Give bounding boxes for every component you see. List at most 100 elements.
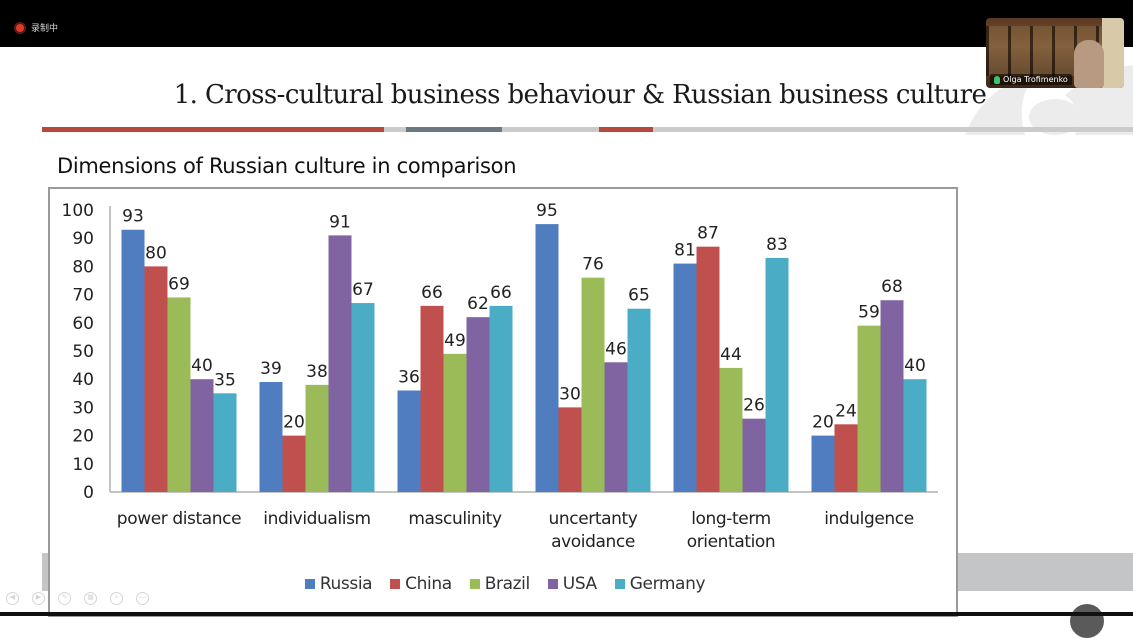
data-label: 62 xyxy=(467,294,489,314)
bar-china xyxy=(144,266,168,492)
legend-label: Russia xyxy=(319,574,373,594)
more-icon[interactable]: — xyxy=(136,592,149,605)
x-tick-label: orientation xyxy=(687,532,776,552)
y-tick-label: 10 xyxy=(72,455,94,475)
bar-usa xyxy=(328,235,352,492)
participant-name: Olga Trofimenko xyxy=(1003,75,1068,84)
corner-button[interactable] xyxy=(1070,604,1104,638)
bar-germany xyxy=(213,393,237,492)
bar-usa xyxy=(880,300,904,492)
bar-china xyxy=(558,407,582,492)
data-label: 20 xyxy=(283,413,305,433)
title-rule-grey xyxy=(653,127,1133,132)
participant-video[interactable]: Olga Trofimenko xyxy=(986,18,1124,88)
legend-swatch xyxy=(614,579,625,589)
participant-figure xyxy=(1074,40,1104,88)
bar-germany xyxy=(351,303,375,492)
y-tick-label: 100 xyxy=(62,201,94,221)
data-label: 59 xyxy=(858,303,880,323)
prev-icon[interactable]: ◀ xyxy=(6,592,19,605)
legend-item: Germany xyxy=(614,574,706,594)
bar-russia xyxy=(121,229,145,493)
bar-germany xyxy=(765,257,789,492)
pen-icon[interactable]: ✎ xyxy=(58,592,71,605)
bar-russia xyxy=(259,382,283,492)
recording-label: 录制中 xyxy=(31,24,59,34)
data-label: 24 xyxy=(835,401,857,421)
bar-usa xyxy=(604,362,628,492)
title-rule-grey xyxy=(502,127,599,132)
x-tick-label: individualism xyxy=(263,509,370,529)
bar-usa xyxy=(742,418,766,492)
data-label: 87 xyxy=(697,224,719,244)
bar-brazil xyxy=(167,297,191,492)
bar-brazil xyxy=(305,384,329,492)
legend-item: USA xyxy=(547,574,597,594)
bar-germany xyxy=(903,379,927,492)
title-rule-slate xyxy=(406,127,502,132)
data-label: 93 xyxy=(122,207,144,227)
y-tick-label: 50 xyxy=(72,342,94,362)
bar-china xyxy=(282,435,306,492)
data-label: 20 xyxy=(812,413,834,433)
data-label: 66 xyxy=(490,283,512,303)
legend-label: Brazil xyxy=(484,574,530,594)
data-label: 65 xyxy=(628,286,650,306)
bar-germany xyxy=(489,305,513,492)
data-label: 68 xyxy=(881,277,903,297)
window-background xyxy=(1102,18,1124,88)
data-label: 30 xyxy=(559,384,581,404)
slide-title: 1. Cross-cultural business behaviour & R… xyxy=(173,80,987,110)
data-label: 66 xyxy=(421,283,443,303)
chart-title: Dimensions of Russian culture in compari… xyxy=(57,154,517,178)
legend-item: China xyxy=(390,574,452,594)
y-tick-label: 0 xyxy=(83,483,94,503)
bar-usa xyxy=(190,379,214,492)
bar-china xyxy=(696,246,720,492)
chart-legend: Russia China Brazil USA Germany xyxy=(0,574,1010,594)
data-label: 44 xyxy=(720,345,742,365)
bar-russia xyxy=(397,390,421,492)
x-tick-label: uncertanty xyxy=(549,509,638,529)
data-label: 38 xyxy=(306,362,328,382)
data-label: 49 xyxy=(444,331,466,351)
bar-china xyxy=(834,424,858,492)
y-tick-label: 20 xyxy=(72,427,94,447)
bar-russia xyxy=(673,263,697,492)
x-tick-label: power distance xyxy=(117,509,241,529)
x-tick-label: masculinity xyxy=(408,509,502,529)
legend-swatch xyxy=(304,579,315,589)
bar-russia xyxy=(535,224,559,492)
y-tick-label: 30 xyxy=(72,398,94,418)
data-label: 46 xyxy=(605,339,627,359)
presentation-controls: ◀ ▶ ✎ ▦ ⌕ — xyxy=(6,592,149,605)
title-rule-red xyxy=(599,127,653,132)
y-tick-label: 60 xyxy=(72,314,94,334)
bar-china xyxy=(420,305,444,492)
data-label: 91 xyxy=(329,212,351,232)
data-label: 81 xyxy=(674,241,696,261)
y-tick-label: 80 xyxy=(72,257,94,277)
slides-icon[interactable]: ▦ xyxy=(84,592,97,605)
x-tick-label: long-term xyxy=(691,509,771,529)
legend-label: Germany xyxy=(629,574,706,594)
x-tick-label: indulgence xyxy=(824,509,914,529)
data-label: 36 xyxy=(398,367,420,387)
data-label: 35 xyxy=(214,370,236,390)
zoom-icon[interactable]: ⌕ xyxy=(110,592,123,605)
recording-bar: 录制中 xyxy=(0,0,1133,47)
legend-item: Brazil xyxy=(469,574,530,594)
bottom-bar xyxy=(0,612,1133,616)
legend-swatch xyxy=(547,579,558,589)
title-rule-grey xyxy=(384,127,406,132)
bar-russia xyxy=(811,435,835,492)
y-tick-label: 90 xyxy=(72,229,94,249)
data-label: 26 xyxy=(743,396,765,416)
next-icon[interactable]: ▶ xyxy=(32,592,45,605)
title-rule-red xyxy=(42,127,384,132)
recording-indicator: 录制中 xyxy=(16,21,58,34)
data-label: 39 xyxy=(260,359,282,379)
participant-name-tag: Olga Trofimenko xyxy=(990,74,1072,85)
legend-swatch xyxy=(390,579,401,589)
